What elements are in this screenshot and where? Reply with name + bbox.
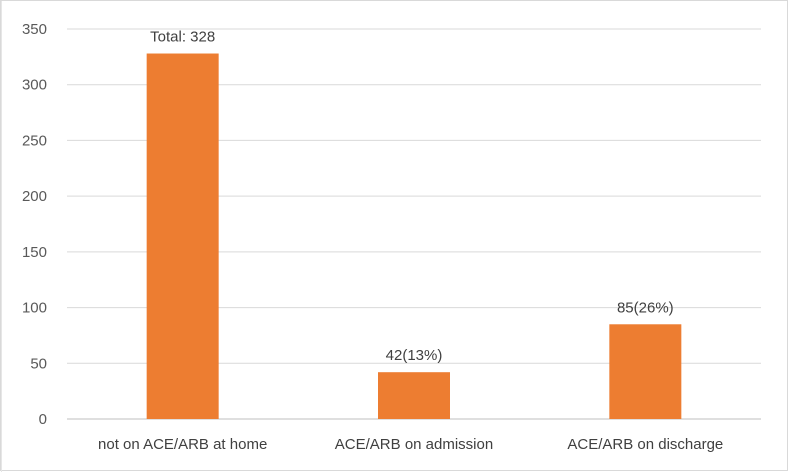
y-tick-label: 300 [22,77,47,94]
category-label: ACE/ARB on discharge [567,436,723,453]
y-tick-label: 0 [39,411,47,428]
bar [609,324,682,419]
y-tick-label: 250 [22,132,47,149]
data-label: Total: 328 [150,29,215,46]
y-tick-label: 100 [22,300,47,317]
data-label: 85(26%) [617,299,674,316]
y-axis-tick-labels: 0 50 100 150 200 250 300 350 [22,21,47,428]
y-tick-label: 350 [22,21,47,38]
x-axis-category-labels: not on ACE/ARB at home ACE/ARB on admissi… [98,436,723,453]
category-label: not on ACE/ARB at home [98,436,267,453]
y-tick-label: 200 [22,188,47,205]
data-labels: Total: 328 42(13%) 85(26%) [150,29,674,365]
y-tick-label: 150 [22,244,47,261]
y-tick-label: 50 [30,355,47,372]
sheet-gridline [1,1,2,472]
category-label: ACE/ARB on admission [335,436,493,453]
data-label: 42(13%) [386,347,443,364]
bar [146,53,219,420]
bar [378,372,450,419]
bars [146,53,682,420]
